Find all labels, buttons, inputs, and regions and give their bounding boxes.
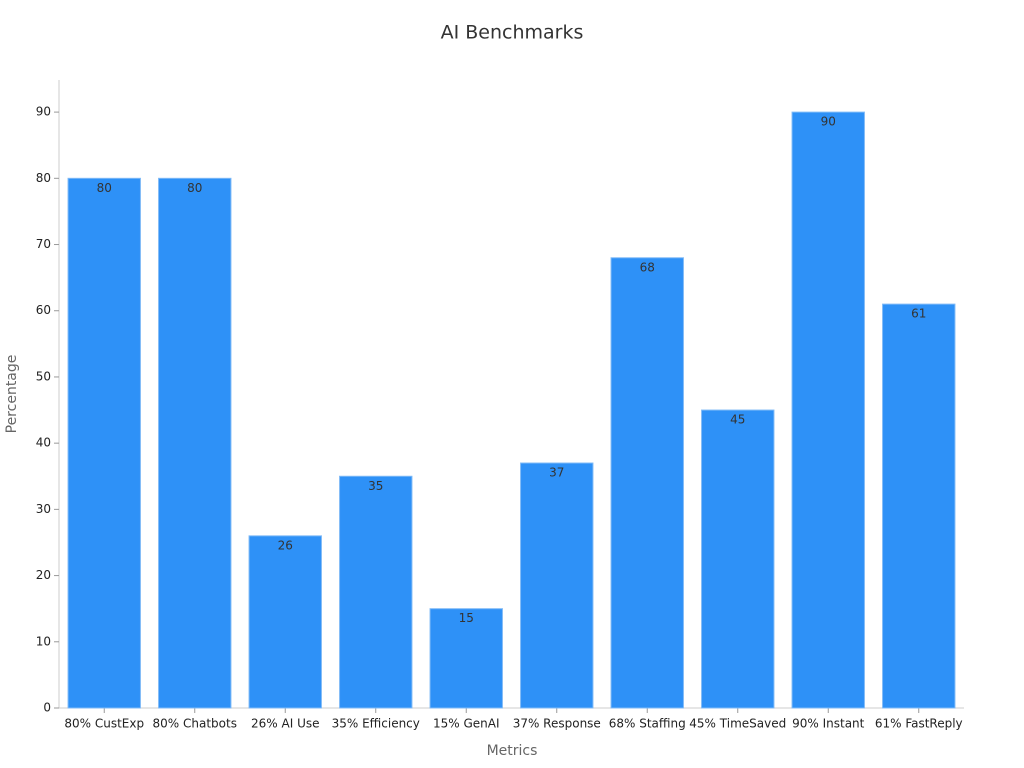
y-tick-label: 70 [36,237,51,251]
y-tick-label: 20 [36,568,51,582]
y-tick-label: 40 [36,436,51,450]
value-label: 80 [97,181,112,195]
x-tick-label: 80% Chatbots [153,717,237,731]
value-label: 35 [368,479,383,493]
y-tick-label: 30 [36,502,51,516]
bar [339,475,413,709]
bar [701,409,775,709]
value-label: 37 [549,466,564,480]
bar [882,303,956,709]
value-label: 61 [911,307,926,321]
y-tick-label: 90 [36,105,51,119]
bar [67,177,141,709]
y-axis-title: Percentage [4,355,20,434]
y-tick-label: 50 [36,369,51,383]
bar [429,608,503,709]
x-tick-label: 90% Instant [792,717,865,731]
value-label: 80 [187,181,202,195]
y-tick-label: 80 [36,171,51,185]
x-tick-label: 80% CustExp [64,717,144,731]
y-tick-label: 0 [43,701,51,715]
x-tick-label: 26% AI Use [251,717,319,731]
bar [158,177,232,709]
x-tick-label: 15% GenAI [433,717,500,731]
value-label: 15 [459,611,474,625]
value-label: 68 [640,260,655,274]
value-label: 26 [278,538,293,552]
value-label: 90 [821,115,836,129]
x-tick-label: 68% Staffing [609,717,686,731]
x-axis-title: Metrics [487,743,538,759]
bar [791,111,865,709]
x-tick-label: 35% Efficiency [332,717,420,731]
bar [248,535,322,709]
x-tick-label: 61% FastReply [875,717,963,731]
chart-title: AI Benchmarks [441,22,584,44]
value-label: 45 [730,413,745,427]
y-tick-label: 10 [36,634,51,648]
bar [610,257,684,709]
bar [520,462,594,709]
x-tick-label: 37% Response [513,717,601,731]
x-tick-label: 45% TimeSaved [689,717,786,731]
y-tick-label: 60 [36,303,51,317]
